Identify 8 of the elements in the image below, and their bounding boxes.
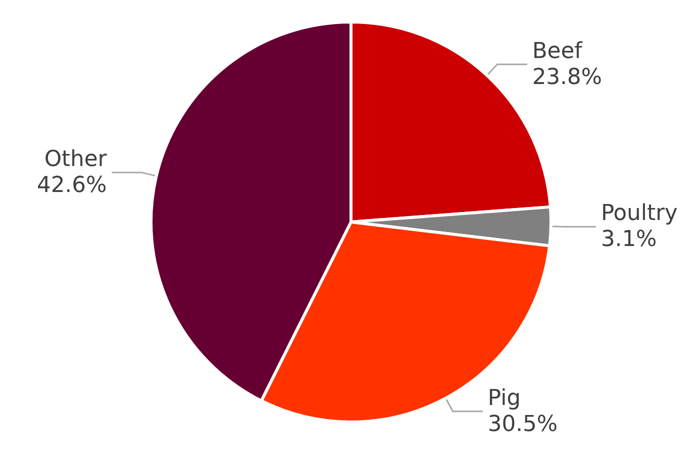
slice-label: Poultry — [600, 201, 678, 226]
data-label: 23.8% — [532, 64, 602, 90]
data-label: 30.5% — [488, 412, 558, 437]
data-label: 42.6% — [36, 172, 107, 198]
data-label: 3.1% — [600, 227, 657, 252]
slice-label: Pig — [488, 386, 521, 411]
slice-label: Other — [44, 146, 108, 172]
slice-label: Beef — [532, 38, 584, 64]
